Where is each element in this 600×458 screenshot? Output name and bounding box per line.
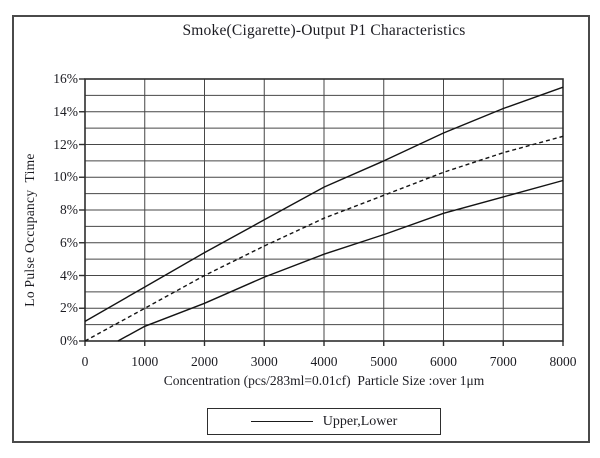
x-tick-label: 5000 [370,354,398,369]
y-tick-label: 0% [60,333,78,348]
x-tick-label: 0 [81,354,89,369]
chart-outer-border [12,15,590,443]
y-tick-label: 6% [60,234,78,250]
y-tick-label: 14% [53,103,78,119]
x-axis-title: Concentration (pcs/283ml=0.01cf) Particl… [163,373,485,388]
plot-area [79,78,564,346]
legend-label: Upper,Lower [322,413,398,429]
x-tick-label: 3000 [250,354,278,369]
y-tick-label: 8% [60,202,78,217]
curve-upper [84,86,564,323]
x-tick-label: 6000 [430,354,457,369]
x-tick-label: 7000 [489,354,517,369]
legend-line-sample [250,421,313,422]
legend: Upper,Lower [207,408,441,435]
y-tick-label: 16% [53,71,78,86]
x-tick-label: 1000 [131,354,159,369]
chart-title: Smoke(Cigarette)-Output P1 Characteristi… [182,22,466,39]
y-tick-label: 4% [60,267,78,283]
y-tick-label: 12% [53,136,78,152]
y-axis-title-wrap: Lo Pulse Occupancy Time [20,120,40,340]
curve-middle-dashed- [84,135,564,342]
x-tick-label: 4000 [310,354,338,369]
x-tick-label: 8000 [549,354,577,369]
curve-lower [117,179,564,342]
y-tick-label: 10% [53,169,78,185]
y-tick-label: 2% [60,300,78,316]
y-axis-title: Lo Pulse Occupancy Time [22,153,37,307]
x-tick-label: 2000 [191,354,218,369]
